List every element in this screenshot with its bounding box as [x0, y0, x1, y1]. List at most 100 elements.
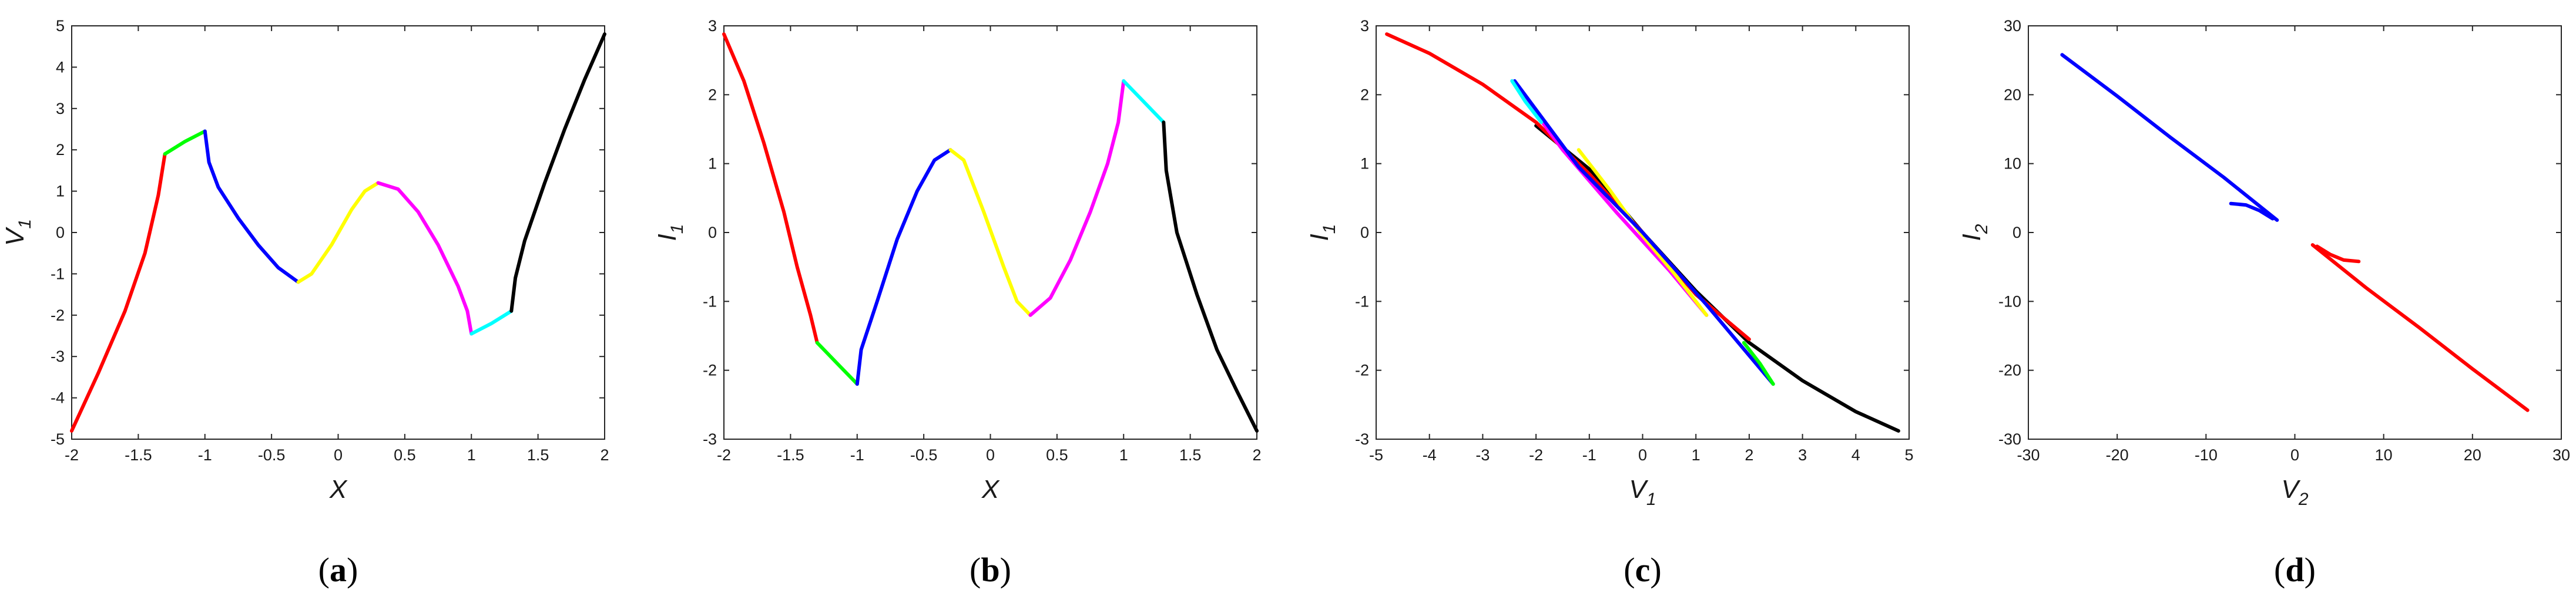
- y-tick-label: 0: [56, 224, 65, 241]
- panel-caption: (d): [2274, 551, 2316, 589]
- series-line-red: [2310, 243, 2530, 412]
- x-tick-label: -20: [2106, 446, 2129, 464]
- y-tick-label: 30: [2004, 17, 2021, 35]
- series-line-yellow: [948, 148, 1032, 317]
- x-tick-label: -1: [850, 446, 864, 464]
- series-line-cyan: [1122, 79, 1166, 124]
- y-tick-label: 3: [1360, 17, 1369, 35]
- y-tick-label: 0: [1360, 224, 1369, 241]
- y-tick-label: -3: [703, 430, 717, 448]
- x-tick-label: -1: [198, 446, 212, 464]
- x-axis-label-main: X: [329, 475, 348, 504]
- x-axis-label-main: V: [2281, 475, 2300, 504]
- y-tick-label: 2: [708, 86, 717, 103]
- x-tick-label: -2: [717, 446, 731, 464]
- series-line-red: [722, 32, 819, 345]
- y-tick-label: 20: [2004, 86, 2021, 103]
- y-axis-label: V1: [1, 219, 35, 246]
- series-line-magenta: [376, 181, 474, 336]
- y-tick-label: -1: [703, 292, 717, 310]
- series-line-red: [70, 152, 167, 433]
- y-tick-label: 2: [1360, 86, 1369, 103]
- x-tick-label: 1: [1119, 446, 1128, 464]
- panel-caption-open: (: [2274, 551, 2285, 589]
- x-tick-label: -1.5: [777, 446, 804, 464]
- x-tick-label: 5: [1904, 446, 1913, 464]
- y-axis-label: I1: [1305, 224, 1339, 241]
- panel-caption-letter: c: [1635, 551, 1651, 589]
- y-tick-label: -4: [51, 389, 65, 407]
- x-tick-label: 0: [1638, 446, 1647, 464]
- x-tick-label: -5: [1369, 446, 1383, 464]
- panel-caption-close: ): [347, 551, 358, 589]
- y-tick-label: -3: [51, 348, 65, 365]
- panel-caption-close: ): [2305, 551, 2316, 589]
- x-tick-label: -0.5: [910, 446, 938, 464]
- panel-caption-letter: d: [2285, 551, 2304, 589]
- y-axis-label: I2: [1957, 224, 1991, 241]
- x-tick-label: -2: [1529, 446, 1543, 464]
- y-tick-label: 2: [56, 141, 65, 159]
- x-tick-label: -0.5: [258, 446, 286, 464]
- x-axis-label-main: X: [981, 475, 1000, 504]
- y-axis-label-subscript: 2: [1972, 224, 1991, 234]
- x-axis-label: V1: [1629, 475, 1656, 509]
- x-tick-label: 1: [1692, 446, 1700, 464]
- panel-caption: (c): [1624, 551, 1661, 589]
- x-tick-label: 2: [1252, 446, 1261, 464]
- x-tick-label: 0: [986, 446, 995, 464]
- panel-caption-open: (: [318, 551, 330, 589]
- x-axis-label-subscript: 1: [1646, 490, 1656, 509]
- y-tick-label: -1: [1355, 292, 1369, 310]
- y-axis-label-main: V: [1, 227, 29, 246]
- y-tick-label: 1: [708, 155, 717, 173]
- y-axis-label-subscript: 1: [668, 224, 687, 234]
- series-line-cyan: [469, 309, 514, 336]
- y-tick-label: 0: [2012, 224, 2021, 241]
- y-axis-label-main: I: [1957, 234, 1986, 241]
- x-tick-label: 10: [2375, 446, 2393, 464]
- x-tick-label: 4: [1852, 446, 1860, 464]
- x-tick-label: 0: [2290, 446, 2299, 464]
- y-tick-label: -20: [1998, 362, 2021, 379]
- y-axis-label-main: I: [653, 234, 682, 241]
- x-tick-label: 1.5: [527, 446, 549, 464]
- y-tick-label: 3: [56, 100, 65, 117]
- x-tick-label: 1.5: [1179, 446, 1202, 464]
- series-line-blue: [2229, 201, 2275, 221]
- panel-caption-open: (: [970, 551, 981, 589]
- x-axis-label-subscript: 2: [2298, 490, 2309, 509]
- panel-caption: (a): [318, 551, 358, 589]
- y-tick-label: 0: [708, 224, 717, 241]
- series-line-red: [2315, 244, 2361, 264]
- y-tick-label: -2: [1355, 362, 1369, 379]
- series-line-green: [815, 341, 859, 386]
- series-line-blue: [1512, 79, 1775, 386]
- series-line-yellow: [1577, 148, 1709, 317]
- x-tick-label: -4: [1423, 446, 1437, 464]
- y-axis-label-subscript: 1: [1320, 224, 1339, 234]
- y-tick-label: 4: [56, 58, 65, 76]
- series-line-blue: [203, 129, 300, 284]
- x-axis-label: X: [329, 475, 348, 504]
- y-tick-label: 3: [708, 17, 717, 35]
- x-tick-label: -1: [1582, 446, 1596, 464]
- y-tick-label: -30: [1998, 430, 2021, 448]
- y-tick-label: -2: [51, 306, 65, 324]
- x-tick-label: 3: [1798, 446, 1807, 464]
- x-tick-label: 30: [2552, 446, 2570, 464]
- x-axis-label: V2: [2281, 475, 2308, 509]
- y-tick-label: 1: [56, 183, 65, 200]
- x-tick-label: -30: [2017, 446, 2040, 464]
- x-tick-label: 2: [600, 446, 609, 464]
- panel-caption-letter: a: [330, 551, 347, 589]
- series-line-green: [163, 129, 207, 156]
- x-tick-label: 0: [334, 446, 343, 464]
- y-tick-label: -5: [51, 430, 65, 448]
- y-axis-label: I1: [653, 224, 687, 241]
- series-line-cyan: [1510, 79, 1544, 124]
- series-line-green: [1742, 341, 1775, 386]
